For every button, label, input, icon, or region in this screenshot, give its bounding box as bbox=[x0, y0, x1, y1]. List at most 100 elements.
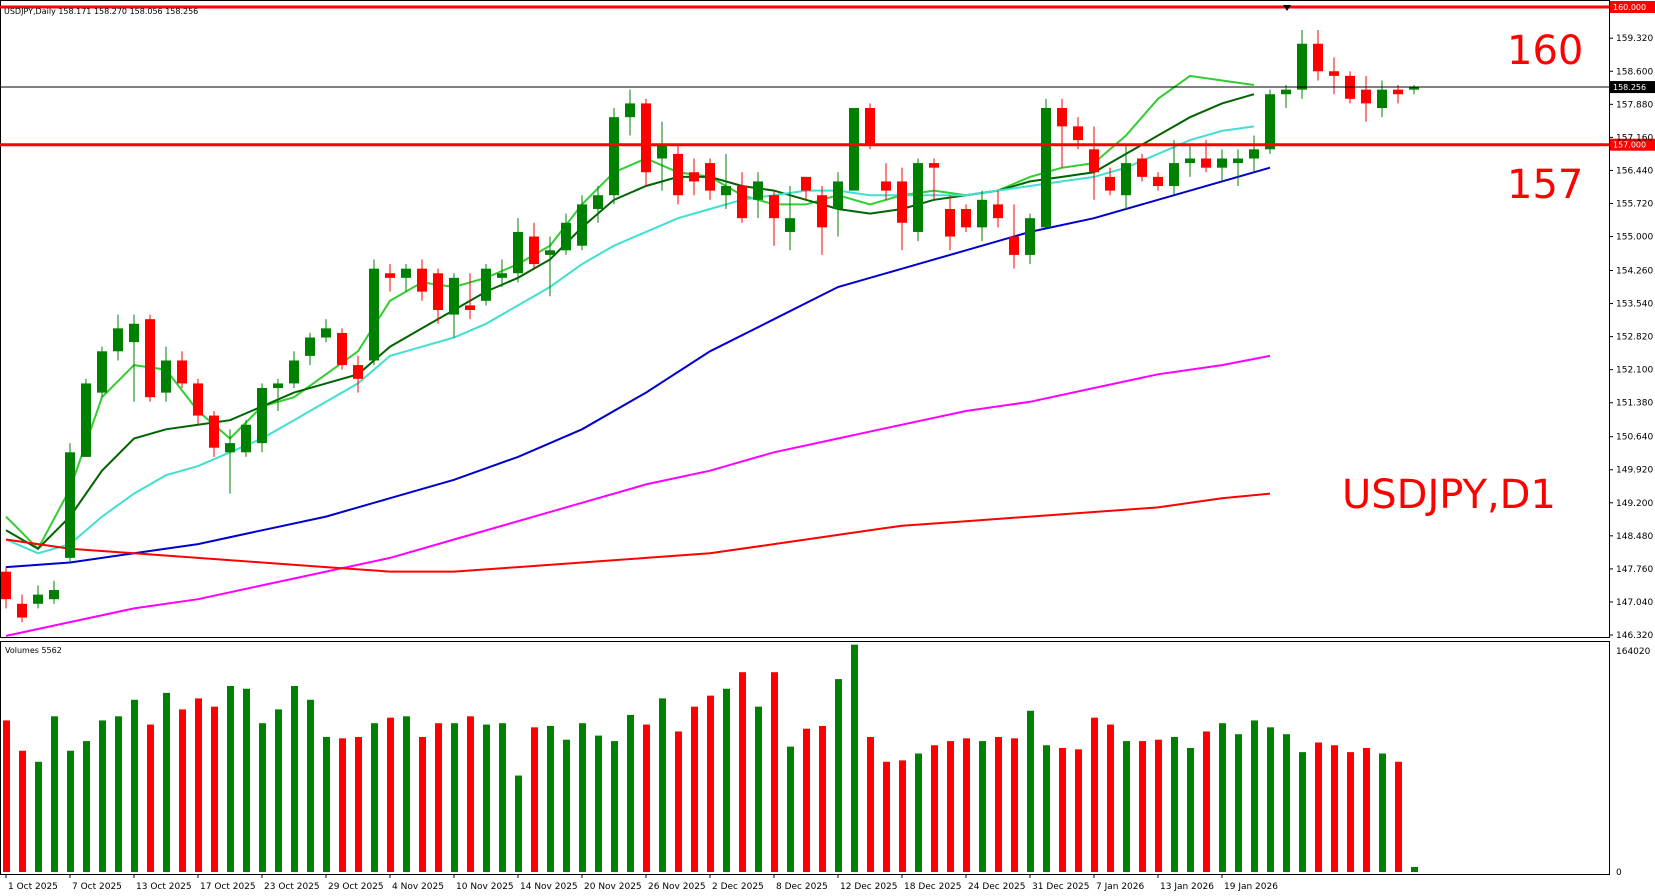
candle-bear bbox=[1393, 89, 1403, 95]
candle-bull bbox=[1169, 163, 1179, 187]
volume-bar bbox=[3, 720, 10, 872]
volume-bar bbox=[419, 736, 426, 872]
volume-bar bbox=[1171, 736, 1178, 872]
volume-bar bbox=[275, 709, 282, 872]
price-tick-label: 155.000 bbox=[1616, 233, 1653, 243]
candle-bull bbox=[401, 268, 411, 278]
candle-bull bbox=[129, 323, 139, 343]
volume-bar bbox=[323, 736, 330, 872]
volume-bar bbox=[179, 709, 186, 872]
volume-bar bbox=[771, 672, 778, 872]
candle-bear bbox=[945, 208, 955, 237]
volume-bar bbox=[1091, 717, 1098, 872]
volume-bar bbox=[227, 685, 234, 872]
date-tick-label: 13 Oct 2025 bbox=[136, 882, 192, 892]
candle-bull bbox=[593, 195, 603, 209]
candle-bear bbox=[1153, 176, 1163, 187]
candle-bull bbox=[785, 218, 795, 232]
candle-bull bbox=[305, 337, 315, 356]
candle-bear bbox=[1313, 43, 1323, 72]
candle-bear bbox=[433, 273, 443, 310]
candle-bull bbox=[1233, 158, 1243, 164]
volume-bar bbox=[515, 775, 522, 872]
candle-bear bbox=[1057, 107, 1067, 127]
volume-bar bbox=[611, 741, 618, 872]
price-tick-label: 147.760 bbox=[1616, 565, 1653, 575]
volume-bar bbox=[307, 699, 314, 872]
volume-bar bbox=[883, 761, 890, 872]
candle-bear bbox=[769, 195, 779, 219]
volume-bar bbox=[979, 741, 986, 872]
price-tick-label: 150.640 bbox=[1616, 433, 1653, 443]
candle-bear bbox=[929, 163, 939, 168]
candle-bear bbox=[1, 571, 11, 600]
price-panel: USDJPY,Daily 158.171 158.270 158.056 158… bbox=[0, 0, 1610, 638]
candle-bull bbox=[1297, 43, 1307, 90]
volume-bar bbox=[67, 750, 74, 872]
candle-bull bbox=[609, 117, 619, 196]
date-tick-label: 1 Oct 2025 bbox=[8, 882, 58, 892]
volume-bar bbox=[451, 723, 458, 872]
volume-bar bbox=[1363, 747, 1370, 872]
candle-bear bbox=[385, 273, 395, 278]
candle-bear bbox=[641, 103, 651, 173]
volume-bar bbox=[1027, 710, 1034, 872]
volume-bar bbox=[195, 698, 202, 872]
candle-bull bbox=[1025, 218, 1035, 255]
volume-bar bbox=[819, 725, 826, 872]
candle-bear bbox=[465, 305, 475, 310]
candle-bull bbox=[97, 351, 107, 393]
volume-bar bbox=[627, 714, 634, 872]
candles-layer bbox=[1, 29, 1419, 623]
candle-bull bbox=[321, 328, 331, 338]
price-tick-label: 152.100 bbox=[1616, 366, 1653, 376]
volume-bar bbox=[51, 716, 58, 872]
date-tick-label: 23 Oct 2025 bbox=[264, 882, 320, 892]
volume-bar bbox=[499, 723, 506, 872]
volume-bar bbox=[1315, 742, 1322, 872]
price-tick-label: 157.880 bbox=[1616, 100, 1653, 110]
level-price-tag-text: 160.000 bbox=[1613, 3, 1646, 12]
candle-bull bbox=[449, 277, 459, 315]
candle-bull bbox=[497, 273, 507, 278]
volume-bar bbox=[1395, 761, 1402, 872]
price-panel-border bbox=[0, 0, 1610, 638]
date-tick-label: 2 Dec 2025 bbox=[712, 882, 764, 892]
volume-bar bbox=[1219, 723, 1226, 872]
volume-bar-current bbox=[1411, 867, 1418, 872]
price-tick-label: 152.820 bbox=[1616, 333, 1653, 343]
period-marker-icon[interactable] bbox=[1283, 5, 1291, 11]
candle-bull bbox=[625, 103, 635, 118]
volume-bar bbox=[339, 738, 346, 872]
candle-bull bbox=[1249, 149, 1259, 159]
date-tick-label: 7 Oct 2025 bbox=[72, 882, 122, 892]
price-tick-label: 155.720 bbox=[1616, 199, 1653, 209]
volume-bar bbox=[851, 644, 858, 872]
volume-bar bbox=[115, 716, 122, 872]
volume-bar bbox=[739, 672, 746, 872]
candle-bull bbox=[49, 590, 59, 600]
volume-bars-layer bbox=[3, 644, 1418, 872]
candle-bull bbox=[481, 268, 491, 301]
candle-bull bbox=[1265, 94, 1275, 150]
price-tick-label: 159.320 bbox=[1616, 34, 1653, 44]
price-tick-label: 157.160 bbox=[1616, 133, 1653, 143]
candle-bull bbox=[1217, 158, 1227, 168]
volume-bar bbox=[83, 741, 90, 872]
volume-tick-label: 164020 bbox=[1616, 647, 1651, 657]
candle-bear bbox=[337, 332, 347, 366]
candle-bull bbox=[33, 594, 43, 604]
volume-bar bbox=[291, 685, 298, 872]
volume-bar bbox=[1203, 731, 1210, 872]
volume-bar bbox=[1139, 741, 1146, 872]
volume-bar bbox=[1251, 720, 1258, 872]
volume-bar bbox=[371, 723, 378, 872]
level-157-text: 157 bbox=[1507, 162, 1583, 208]
volume-bar bbox=[19, 750, 26, 872]
volume-bar bbox=[1267, 727, 1274, 872]
date-tick-label: 20 Nov 2025 bbox=[584, 882, 642, 892]
candle-bull bbox=[65, 452, 75, 558]
volume-bar bbox=[1123, 741, 1130, 872]
candle-bear bbox=[865, 107, 875, 145]
